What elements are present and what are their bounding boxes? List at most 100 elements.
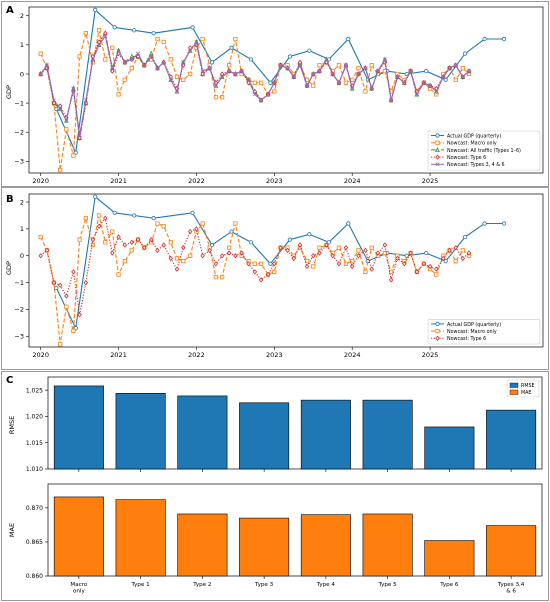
panel-b-ylabel: GDP (5, 261, 13, 275)
x-tick-label: Type 3 (254, 582, 274, 588)
series-point (266, 92, 271, 97)
y-tick-label: −1 (14, 99, 24, 107)
series-point (453, 245, 459, 251)
series-point (77, 237, 82, 242)
series-point (363, 269, 368, 274)
series-point (467, 69, 471, 74)
series-point (149, 54, 154, 59)
series-point (317, 63, 322, 68)
bar (424, 426, 475, 470)
legend-marker (435, 321, 440, 326)
series-point (90, 57, 95, 62)
legend-marker (435, 146, 440, 153)
series-point (268, 261, 273, 266)
series-point (414, 92, 419, 97)
x-tick-label: 2023 (266, 351, 283, 359)
series-point (174, 89, 179, 94)
series-point (213, 83, 218, 88)
x-tick-label: 2025 (422, 177, 439, 185)
series-point (229, 45, 234, 50)
series-point (142, 63, 147, 68)
series-point (382, 242, 388, 248)
series-point (64, 118, 69, 123)
series-point (317, 250, 322, 256)
series-point (356, 248, 361, 253)
series-point (77, 312, 82, 318)
series-point (369, 245, 374, 250)
series-point (38, 51, 43, 56)
series-point (93, 194, 98, 199)
series-point (227, 63, 232, 68)
series-point (311, 253, 316, 259)
series-point (233, 221, 238, 226)
series-point (155, 36, 160, 42)
series-point (246, 261, 251, 267)
x-tick-label: Types 3,4 (497, 582, 525, 588)
series-point (336, 80, 341, 85)
series-point (307, 232, 312, 237)
series-point (287, 54, 292, 59)
series-point (434, 89, 439, 94)
series-point (350, 77, 355, 82)
bar (115, 499, 166, 577)
plot-area (28, 6, 544, 174)
series-point (388, 277, 394, 283)
series-point (190, 210, 195, 215)
bar (53, 385, 104, 470)
series-point (441, 74, 446, 79)
series-point (382, 57, 387, 62)
y-tick-label: −3 (14, 333, 24, 341)
series-point (272, 269, 277, 274)
series-point (64, 304, 69, 309)
series-point (58, 342, 63, 347)
series-point (443, 259, 448, 264)
series-point (103, 240, 108, 245)
series-point (460, 248, 465, 253)
series-point (291, 255, 297, 262)
series-point (77, 135, 82, 141)
series-point (466, 250, 472, 256)
series-point (233, 253, 238, 259)
series-point (110, 250, 115, 256)
series-point (258, 80, 264, 85)
y-tick-label: 1.015 (26, 440, 43, 447)
legend-label: Nowcast: All traffic (Types 1–6) (447, 148, 521, 154)
series-point (151, 31, 156, 36)
legend-marker (435, 140, 440, 145)
series-point (188, 48, 193, 53)
series-point (44, 247, 50, 253)
panel-b-letter: B (6, 194, 14, 205)
series-point (363, 66, 368, 71)
series-point (110, 66, 115, 71)
series-point (460, 74, 465, 79)
plot-area (47, 376, 543, 470)
legend-marker (435, 162, 440, 167)
bar (300, 514, 351, 577)
series-point (424, 68, 429, 74)
series-point (71, 328, 76, 333)
series-point (96, 223, 102, 229)
series-point (356, 253, 361, 259)
x-tick-label: 2024 (344, 177, 361, 185)
series-point (168, 255, 173, 262)
series-point (58, 167, 63, 173)
series-point (219, 71, 225, 77)
series-point (324, 242, 329, 248)
series-point (83, 31, 88, 36)
series-point (194, 226, 199, 232)
legend-label: Nowcast: Type 6 (447, 336, 486, 342)
series-point (408, 69, 413, 74)
series-point (110, 229, 115, 234)
legend-marker (435, 154, 440, 160)
series-point (395, 74, 400, 79)
series-point (252, 92, 257, 97)
series-point (151, 216, 156, 221)
series-point (129, 66, 134, 71)
series-point (227, 245, 232, 250)
series-point (149, 237, 154, 243)
series-point (213, 261, 219, 267)
series-point (421, 261, 427, 267)
series-point (71, 86, 76, 91)
series-point (213, 95, 219, 100)
